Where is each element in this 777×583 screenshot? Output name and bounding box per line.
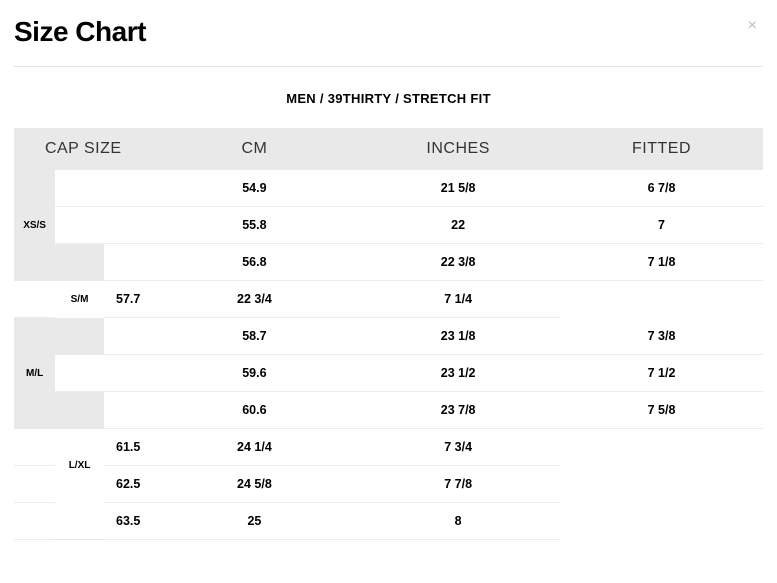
- cell-cm: 61.5: [104, 429, 153, 466]
- cell-inches: 23 1/8: [356, 318, 560, 355]
- cell-inches: 21 5/8: [356, 170, 560, 207]
- spacer-cell: [55, 355, 152, 392]
- table-row: 57.7 22 3/4 7 1/4: [14, 281, 763, 318]
- table-row: M/L 58.7 23 1/8 7 3/8: [14, 318, 763, 355]
- table-row: S/M 56.8 22 3/8 7 1/8: [14, 244, 763, 281]
- page-title: Size Chart: [14, 16, 146, 48]
- spacer-cell: [14, 503, 104, 540]
- cell-cm: 57.7: [104, 281, 153, 318]
- cell-cm: 58.7: [153, 318, 357, 355]
- cell-inches: 22 3/8: [356, 244, 560, 281]
- cell-inches: 24 1/4: [153, 429, 357, 466]
- cell-inches: 22 3/4: [153, 281, 357, 318]
- cell-inches: 25: [153, 503, 357, 540]
- table-row: 63.5 25 8: [14, 503, 763, 540]
- cell-fitted: 7 5/8: [560, 392, 763, 429]
- col-header-cm: CM: [153, 128, 357, 170]
- cell-fitted: 7 3/8: [560, 318, 763, 355]
- table-row: 55.8 22 7: [14, 207, 763, 244]
- cell-cm: 60.6: [153, 392, 357, 429]
- subtitle: MEN / 39THIRTY / STRETCH FIT: [14, 91, 763, 106]
- spacer-cell: [104, 318, 153, 355]
- col-header-fitted: FITTED: [560, 128, 763, 170]
- table-row: XS/S 54.9 21 5/8 6 7/8: [14, 170, 763, 207]
- table-row: 62.5 24 5/8 7 7/8: [14, 466, 763, 503]
- cell-cm: 63.5: [104, 503, 153, 540]
- cell-cm: 54.9: [153, 170, 357, 207]
- table-header-row: CAP SIZE CM INCHES FITTED: [14, 128, 763, 170]
- close-icon[interactable]: ×: [742, 16, 763, 36]
- col-header-inches: INCHES: [356, 128, 560, 170]
- col-header-cap-size: CAP SIZE: [14, 128, 153, 170]
- cell-fitted: 7 3/4: [356, 429, 560, 466]
- cell-cm: 62.5: [104, 466, 153, 503]
- spacer-cell: [104, 392, 153, 429]
- size-chart-table: CAP SIZE CM INCHES FITTED XS/S 54.9 21 5…: [14, 128, 763, 540]
- spacer-cell: [14, 429, 104, 466]
- table-row: 61.5 24 1/4 7 3/4: [14, 429, 763, 466]
- table-row: 59.6 23 1/2 7 1/2: [14, 355, 763, 392]
- cell-inches: 23 7/8: [356, 392, 560, 429]
- cell-fitted: 8: [356, 503, 560, 540]
- cell-cm: 56.8: [153, 244, 357, 281]
- spacer-cell: [104, 244, 153, 281]
- header: Size Chart ×: [14, 16, 763, 67]
- cell-fitted: 6 7/8: [560, 170, 763, 207]
- spacer-cell: [55, 170, 152, 207]
- cell-fitted: 7: [560, 207, 763, 244]
- cell-fitted: 7 1/8: [560, 244, 763, 281]
- cell-cm: 55.8: [153, 207, 357, 244]
- cell-cm: 59.6: [153, 355, 357, 392]
- cell-fitted: 7 1/2: [560, 355, 763, 392]
- cell-inches: 24 5/8: [153, 466, 357, 503]
- size-label: XS/S: [14, 170, 55, 281]
- spacer-cell: [14, 466, 104, 503]
- size-label: M/L: [14, 318, 55, 429]
- cell-fitted: 7 1/4: [356, 281, 560, 318]
- cell-inches: 23 1/2: [356, 355, 560, 392]
- cell-fitted: 7 7/8: [356, 466, 560, 503]
- cell-inches: 22: [356, 207, 560, 244]
- spacer-cell: [14, 281, 104, 318]
- spacer-cell: [55, 207, 152, 244]
- table-row: L/XL 60.6 23 7/8 7 5/8: [14, 392, 763, 429]
